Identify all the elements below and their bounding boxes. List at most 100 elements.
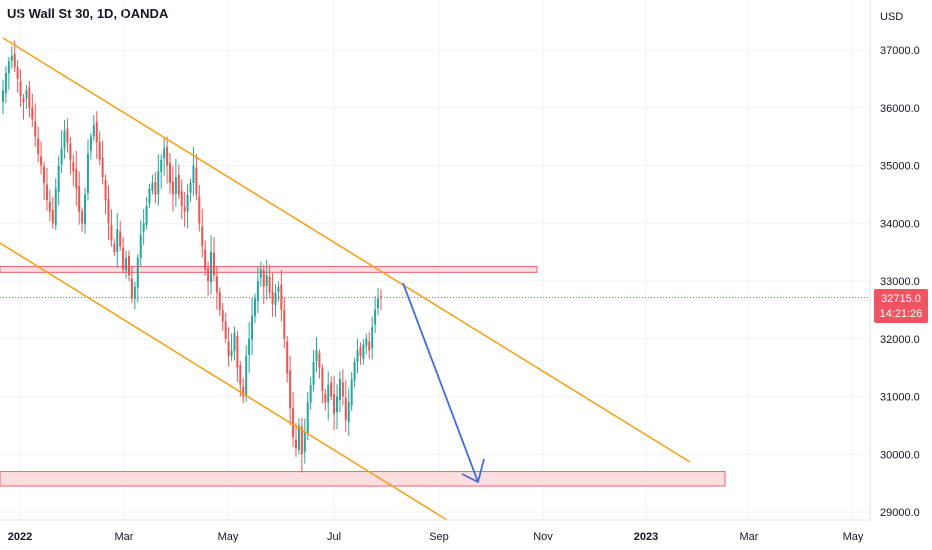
candle-body	[353, 361, 356, 381]
candle-body	[92, 125, 95, 137]
candle-body	[248, 338, 251, 356]
support-resistance-zones[interactable]	[0, 266, 726, 487]
candle-body	[116, 229, 119, 252]
candle-body	[43, 166, 46, 183]
candlestick-series	[2, 40, 382, 473]
candle-body	[78, 186, 81, 212]
candle-body	[265, 275, 268, 286]
candle-body	[133, 286, 136, 299]
candle-body	[186, 194, 189, 212]
candle-body	[110, 225, 113, 241]
candle-body	[145, 205, 148, 225]
candle-body	[28, 87, 31, 108]
candle-body	[277, 286, 280, 293]
currency-label: USD	[880, 11, 903, 23]
projection-arrow-head[interactable]	[461, 458, 485, 484]
descending-channel[interactable]	[0, 37, 691, 521]
resistance-zone[interactable]	[0, 266, 538, 273]
candle-body	[84, 194, 87, 225]
candle-body	[274, 292, 277, 306]
candle-body	[157, 171, 160, 195]
candle-body	[154, 182, 157, 195]
candle-body	[300, 426, 303, 455]
candle-body	[101, 157, 104, 178]
candle-body	[95, 121, 98, 143]
time-tick-label: Nov	[533, 531, 553, 543]
support-zone[interactable]	[0, 471, 726, 487]
candle-body	[204, 249, 207, 270]
grid-lines	[0, 0, 870, 520]
candle-body	[86, 153, 89, 194]
candle-body	[371, 327, 374, 349]
time-tick-label: 2023	[634, 531, 658, 543]
candle-body	[160, 159, 163, 172]
candle-body	[34, 121, 37, 137]
candle-body	[295, 439, 297, 449]
candle-body	[259, 269, 262, 278]
candle-body	[309, 384, 312, 403]
candle-body	[289, 370, 292, 409]
candle-body	[136, 257, 139, 288]
projection-arrow[interactable]	[402, 282, 485, 484]
time-tick-label: Jul	[327, 531, 341, 543]
candle-body	[315, 350, 318, 362]
candle-body	[183, 206, 186, 212]
price-tick-label: 37000.0	[880, 45, 920, 57]
candle-body	[72, 162, 75, 172]
candle-body	[163, 148, 166, 159]
candle-body	[127, 255, 130, 276]
candle-body	[89, 136, 92, 151]
candle-body	[333, 394, 336, 414]
candle-body	[350, 379, 353, 406]
candle-body	[368, 341, 371, 351]
symbol-title: US Wall St 30, 1D, OANDA	[7, 6, 169, 21]
candle-body	[151, 182, 154, 191]
candle-body	[242, 386, 245, 397]
candle-body	[13, 53, 16, 68]
candle-body	[262, 270, 265, 287]
candle-body	[37, 138, 40, 154]
candle-body	[122, 247, 125, 270]
candle-body	[306, 402, 309, 435]
candle-body	[256, 281, 259, 301]
price-tick-label: 32000.0	[880, 334, 920, 346]
price-tick-label: 30000.0	[880, 449, 920, 461]
candle-body	[318, 353, 321, 368]
candle-body	[81, 211, 84, 224]
candle-body	[347, 402, 350, 423]
candle-body	[66, 128, 69, 143]
candle-body	[224, 321, 227, 339]
candle-body	[218, 292, 221, 310]
time-tick-label: May	[218, 531, 239, 543]
candle-body	[312, 361, 315, 385]
candle-body	[22, 98, 25, 102]
candle-body	[377, 298, 380, 309]
candle-body	[2, 90, 4, 102]
projection-arrow-shaft[interactable]	[402, 282, 479, 483]
candle-body	[280, 284, 283, 310]
candle-body	[215, 276, 218, 293]
candle-body	[139, 234, 142, 259]
time-axis-ticks: 2022 Mar May Jul Sep Nov 2023 Mar May	[8, 531, 864, 543]
candle-body	[286, 341, 289, 374]
candle-body	[233, 332, 236, 351]
candle-body	[180, 191, 183, 206]
price-axis-ticks: 37000.0 36000.0 35000.0 34000.0 33000.0 32000…	[880, 45, 920, 519]
candle-body	[174, 177, 177, 195]
price-tick-label: 31000.0	[880, 392, 920, 404]
candle-body	[253, 298, 256, 317]
candle-body	[7, 61, 10, 74]
candle-body	[130, 278, 133, 299]
price-tick-label: 33000.0	[880, 276, 920, 288]
candle-body	[54, 188, 57, 226]
candle-body	[207, 268, 210, 281]
candle-body	[327, 384, 330, 403]
candle-body	[227, 341, 230, 357]
channel-upper-line[interactable]	[2, 37, 691, 463]
candle-body	[251, 315, 254, 340]
channel-lower-line[interactable]	[0, 242, 448, 521]
candle-body	[177, 174, 180, 195]
candle-body	[330, 382, 333, 397]
